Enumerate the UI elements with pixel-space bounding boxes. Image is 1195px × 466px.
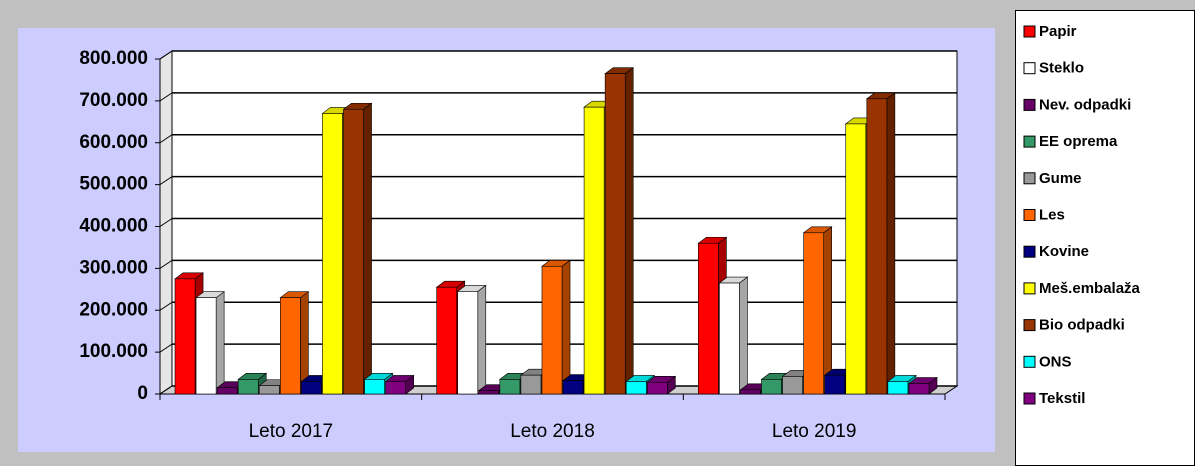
legend-label: EE oprema	[1039, 133, 1118, 150]
legend-swatch	[1023, 98, 1036, 111]
legend-label: ONS	[1039, 353, 1072, 370]
y-tick-label: 400.000	[79, 216, 148, 237]
bar-side	[363, 102, 372, 395]
x-tick-label: Leto 2017	[249, 421, 334, 442]
legend-label: Tekstil	[1039, 390, 1085, 407]
bar	[887, 381, 909, 395]
bar	[343, 108, 364, 395]
bar	[216, 387, 238, 395]
bar	[845, 123, 867, 395]
bar	[258, 385, 280, 395]
legend-swatch	[1023, 392, 1036, 405]
y-tick-label: 200.000	[79, 299, 148, 320]
bar	[646, 381, 668, 395]
legend-label: Nev. odpadki	[1039, 96, 1131, 113]
bar	[740, 389, 761, 395]
grid-line-side	[159, 259, 173, 269]
legend-swatch	[1023, 209, 1036, 221]
bar	[719, 282, 740, 395]
bar	[562, 380, 584, 395]
legend-swatch	[1023, 282, 1036, 295]
x-tick-label: Leto 2018	[510, 421, 595, 442]
grid-line-side	[159, 50, 173, 60]
legend-swatch	[1023, 319, 1036, 332]
grid-line-side	[159, 218, 173, 227]
y-tick-label: 800.000	[79, 48, 148, 69]
legend-label: Gume	[1039, 170, 1082, 187]
bar-side	[624, 67, 634, 395]
legend-label: Meš.embalaža	[1039, 280, 1141, 297]
bar	[583, 106, 605, 395]
bar-side	[739, 276, 748, 395]
y-tick-label: 600.000	[79, 132, 148, 153]
grid-line-side	[159, 301, 173, 311]
bar	[436, 286, 458, 395]
bar	[322, 113, 343, 395]
bar	[478, 390, 500, 395]
legend-label: Bio odpadki	[1039, 317, 1125, 334]
legend-label: Papir	[1039, 23, 1077, 40]
bar-side	[886, 92, 896, 395]
grid-line-side	[159, 92, 173, 102]
bar	[174, 278, 196, 395]
bar	[625, 381, 647, 395]
y-tick-label: 700.000	[79, 90, 148, 111]
bar	[364, 379, 385, 395]
legend-swatch	[1023, 172, 1036, 185]
bar	[541, 265, 563, 395]
x-tick-label: Leto 2019	[772, 421, 857, 442]
bar	[457, 291, 479, 395]
legend-swatch	[1023, 25, 1036, 38]
bar-side	[823, 226, 832, 395]
bar	[520, 374, 542, 395]
y-tick-label: 500.000	[79, 174, 148, 195]
bar	[499, 379, 521, 395]
bar	[195, 297, 217, 395]
bar	[280, 297, 301, 395]
bar	[824, 374, 846, 395]
bar	[761, 379, 782, 395]
bar	[301, 381, 322, 395]
bar	[908, 383, 930, 395]
bar	[803, 232, 824, 395]
grid-line-side	[159, 134, 173, 144]
bar-side	[477, 284, 487, 395]
legend-swatch	[1023, 355, 1036, 368]
legend-label: Kovine	[1039, 243, 1089, 260]
bar	[782, 376, 803, 395]
y-tick-label: 0	[137, 383, 148, 404]
legend-swatch	[1023, 62, 1036, 75]
legend-label: Steklo	[1039, 60, 1084, 77]
legend-box	[1015, 10, 1195, 466]
bar	[237, 379, 259, 395]
grid-line-side	[159, 343, 173, 353]
legend-swatch	[1023, 245, 1036, 258]
bar	[698, 242, 719, 395]
bar-side	[215, 291, 225, 395]
legend-swatch	[1023, 135, 1036, 148]
bar-side	[561, 259, 571, 395]
bar	[866, 98, 888, 395]
grid-line-side	[159, 385, 173, 395]
y-tick-label: 300.000	[79, 257, 148, 278]
y-tick-label: 100.000	[79, 341, 148, 362]
bar	[604, 73, 626, 395]
grid-line-side	[159, 176, 173, 186]
legend-label: Les	[1039, 206, 1065, 223]
bar	[385, 381, 406, 395]
